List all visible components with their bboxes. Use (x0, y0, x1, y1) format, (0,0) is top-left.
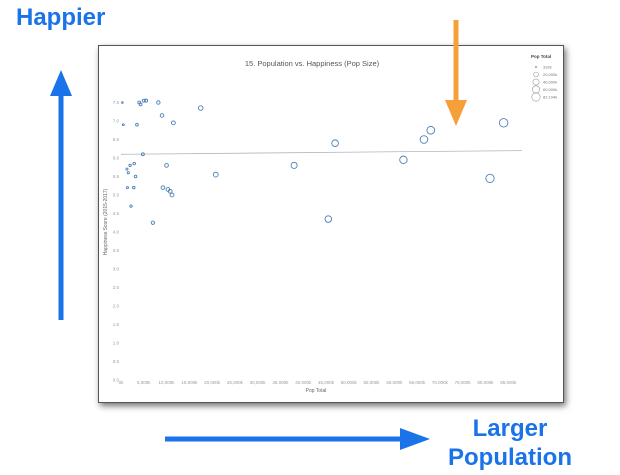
data-point[interactable] (160, 185, 166, 190)
x-tick-label: 60,000k (386, 380, 403, 385)
x-tick-label: 30,000k (250, 380, 267, 385)
data-point[interactable] (125, 186, 129, 190)
up-arrow-head (50, 70, 72, 96)
legend-title: Pop Total (531, 54, 551, 59)
data-point[interactable] (125, 167, 129, 171)
x-tick-label: 45,000k (318, 380, 335, 385)
legend-entry: 332k (543, 64, 552, 69)
data-point[interactable] (126, 171, 130, 175)
x-tick-label: 25,000k (227, 380, 244, 385)
x-tick-label: 35,000k (272, 380, 289, 385)
data-point[interactable] (141, 98, 146, 103)
data-point[interactable] (290, 161, 298, 169)
data-point[interactable] (129, 204, 133, 208)
y-tick-group: 0.0 0.5 1.0 1.5 2.0 2.5 3.0 3.5 4.0 4.5 5.0 5.5 6.0 6… (113, 100, 120, 383)
data-point[interactable] (170, 120, 176, 126)
x-tick-label: 55,000k (364, 380, 381, 385)
x-tick-label: 70,000k (432, 380, 449, 385)
data-point[interactable] (144, 98, 149, 103)
data-point[interactable] (419, 135, 429, 144)
y-tick-label: 1.5 (113, 322, 120, 327)
larger-population-label: Larger Population (440, 414, 580, 472)
data-point[interactable] (132, 185, 136, 190)
legend-entry: 20,000k (543, 72, 557, 77)
y-tick-label: 6.5 (113, 137, 120, 142)
y-tick-label: 4.5 (113, 211, 120, 216)
y-tick-label: 6.0 (113, 156, 120, 161)
x-axis-title: Pop Total (306, 388, 327, 394)
y-tick-label: 4.0 (113, 230, 120, 235)
data-point[interactable] (498, 118, 509, 128)
data-point[interactable] (198, 105, 204, 111)
larger-label-line1: Larger (472, 415, 548, 442)
x-tick-label: 15,000k (181, 380, 198, 385)
chart-frame: 15. Population vs. Happiness (Pop Size) … (98, 45, 564, 403)
x-tick-label: 80,000k (477, 380, 494, 385)
data-point[interactable] (331, 139, 339, 147)
data-point[interactable] (324, 215, 333, 223)
right-arrow-head (400, 428, 430, 450)
y-tick-label: 7.0 (113, 119, 120, 124)
y-tick-label: 2.5 (113, 285, 120, 290)
legend-entry: 40,000k (543, 79, 557, 84)
y-tick-label: 3.0 (113, 267, 120, 272)
data-point[interactable] (135, 122, 139, 127)
data-point[interactable] (140, 152, 145, 157)
x-tick-group: 0k 5,000k 10,000k 15,000k 20,000k 25,000k 30,0… (119, 380, 517, 385)
y-axis-title: Happiness Score (2015-2017) (103, 188, 109, 255)
y-tick-label: 2.0 (113, 304, 120, 309)
data-point[interactable] (156, 100, 161, 105)
data-point[interactable] (121, 101, 124, 104)
x-tick-label: 65,000k (409, 380, 426, 385)
data-point[interactable] (485, 173, 495, 183)
data-point[interactable] (132, 161, 136, 166)
y-tick-label: 7.5 (113, 100, 120, 105)
legend-marker (531, 92, 541, 102)
y-tick-label: 1.0 (113, 341, 120, 346)
data-point[interactable] (150, 220, 155, 225)
y-tick-label: 0.5 (113, 359, 120, 364)
x-tick-label: 85,000k (500, 380, 517, 385)
x-tick-label: 5,000k (137, 380, 151, 385)
scatter-chart: 15. Population vs. Happiness (Pop Size) … (103, 54, 557, 394)
x-tick-label: 40,000k (295, 380, 312, 385)
data-point[interactable] (121, 123, 125, 127)
data-point[interactable] (128, 163, 132, 168)
data-point[interactable] (164, 163, 169, 168)
data-point[interactable] (399, 155, 408, 165)
data-point[interactable] (133, 174, 138, 179)
x-tick-label: 50,000k (341, 380, 358, 385)
data-points (121, 98, 509, 225)
data-point[interactable] (159, 113, 165, 118)
data-point[interactable] (426, 125, 436, 135)
x-tick-label: 20,000k (204, 380, 221, 385)
data-point[interactable] (138, 102, 143, 107)
data-point[interactable] (169, 192, 175, 198)
legend-marker (532, 85, 540, 94)
data-point[interactable] (167, 188, 173, 194)
y-tick-label: 3.5 (113, 248, 120, 253)
chart-title: 15. Population vs. Happiness (Pop Size) (245, 59, 380, 68)
trend-line (120, 150, 522, 155)
size-legend: Pop Total 332k 20,000k 40,000k 60,000k 82,19… (531, 54, 557, 102)
legend-entry: 60,000k (543, 87, 557, 92)
x-tick-label: 10,000k (159, 380, 176, 385)
y-tick-label: 0.0 (113, 378, 120, 383)
legend-entry: 82,194k (543, 94, 557, 99)
legend-marker (534, 65, 538, 69)
x-tick-label: 75,000k (455, 380, 472, 385)
x-tick-label: 0k (119, 380, 125, 385)
data-point[interactable] (212, 171, 219, 178)
legend-marker (533, 71, 539, 78)
happier-label: Happier (16, 4, 106, 31)
y-tick-label: 5.5 (113, 174, 120, 179)
y-tick-label: 5.0 (113, 193, 120, 198)
larger-label-line2: Population (448, 444, 572, 471)
legend-marker (532, 78, 540, 86)
